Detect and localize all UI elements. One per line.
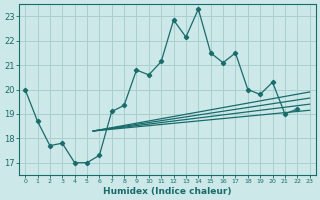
X-axis label: Humidex (Indice chaleur): Humidex (Indice chaleur) xyxy=(103,187,232,196)
